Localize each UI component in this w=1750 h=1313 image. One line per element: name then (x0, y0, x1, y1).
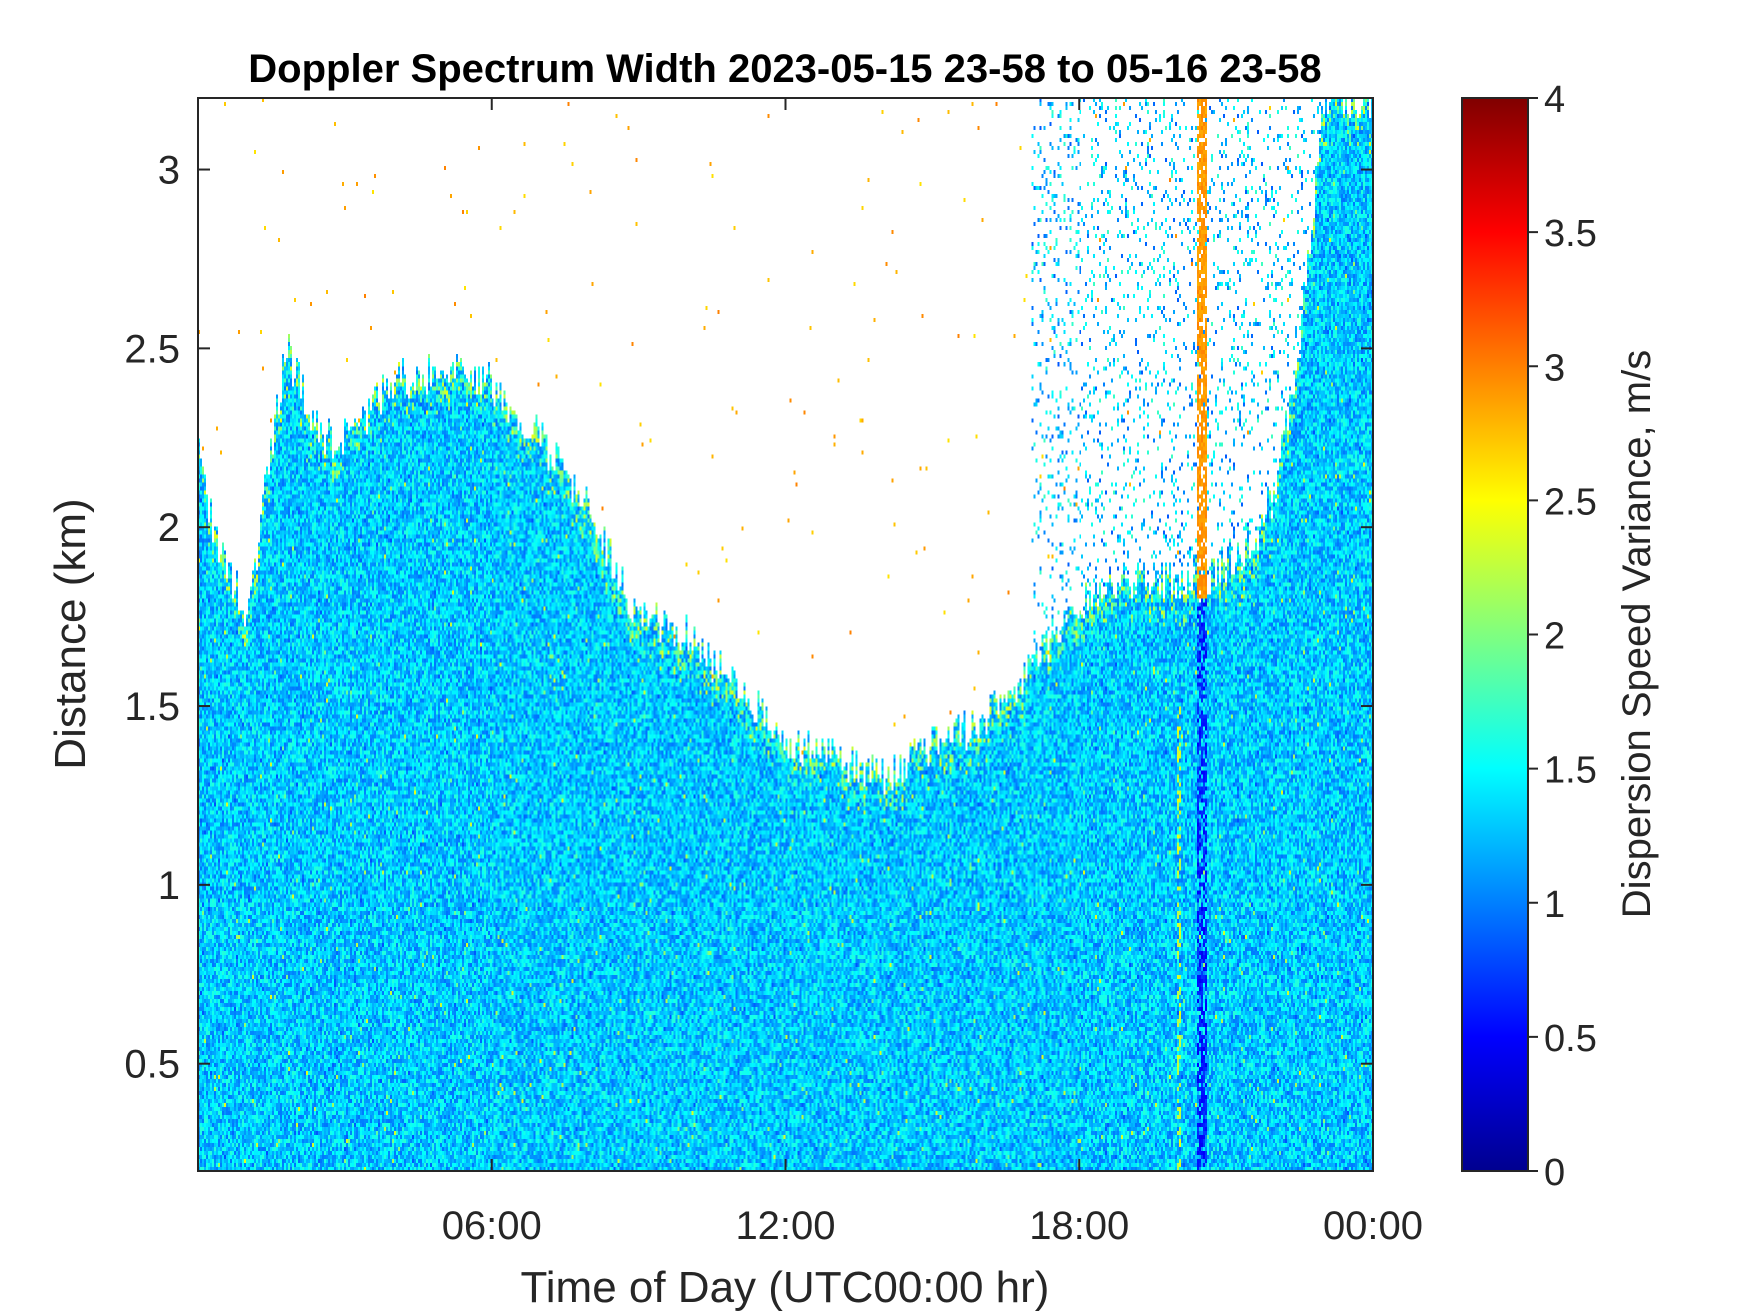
colorbar-tick-label: 2 (1544, 616, 1565, 658)
chart-title: Doppler Spectrum Width 2023-05-15 23-58 … (248, 47, 1321, 91)
y-tick-label: 3 (158, 149, 180, 193)
x-tick-label: 12:00 (735, 1204, 835, 1248)
colorbar-tick-label: 3.5 (1544, 213, 1597, 255)
colorbar-label: Dispersion Speed Variance, m/s (1615, 350, 1659, 918)
colorbar-tick-label: 2.5 (1544, 481, 1597, 523)
colorbar: 0 0.5 1 1.5 2 2.5 3 3.5 4 Dispersion Speed Varia… (1461, 79, 1659, 1194)
x-tick-label: 06:00 (442, 1204, 542, 1248)
y-tick-label: 1 (158, 864, 180, 908)
colorbar-tick-label: 3 (1544, 347, 1565, 389)
y-tick-label: 0.5 (124, 1043, 180, 1087)
colorbar-tick-label: 4 (1544, 79, 1565, 121)
y-axis-ticks: 0.5 1 1.5 2 2.5 3 (124, 149, 1373, 1087)
y-tick-label: 1.5 (124, 685, 180, 729)
colorbar-gradient (1461, 97, 1529, 1172)
x-tick-label: 00:00 (1323, 1204, 1423, 1248)
x-axis-ticks: 06:00 12:00 18:00 00:00 (442, 98, 1423, 1248)
heatmap (198, 98, 1373, 1171)
colorbar-tick-label: 0 (1544, 1152, 1565, 1194)
y-tick-label: 2 (158, 506, 180, 550)
x-axis-label: Time of Day (UTC00:00 hr) (521, 1263, 1050, 1312)
colorbar-tick-label: 1 (1544, 884, 1565, 926)
plot-area: 06:00 12:00 18:00 00:00 0.5 1 1.5 2 2.5 3 (124, 97, 1423, 1248)
colorbar-ticks: 0 0.5 1 1.5 2 2.5 3 3.5 4 (1528, 79, 1597, 1194)
y-axis-label: Distance (km) (46, 498, 95, 769)
x-tick-label: 18:00 (1029, 1204, 1129, 1248)
colorbar-tick-label: 1.5 (1544, 750, 1597, 792)
colorbar-tick-label: 0.5 (1544, 1018, 1597, 1060)
y-tick-label: 2.5 (124, 327, 180, 371)
